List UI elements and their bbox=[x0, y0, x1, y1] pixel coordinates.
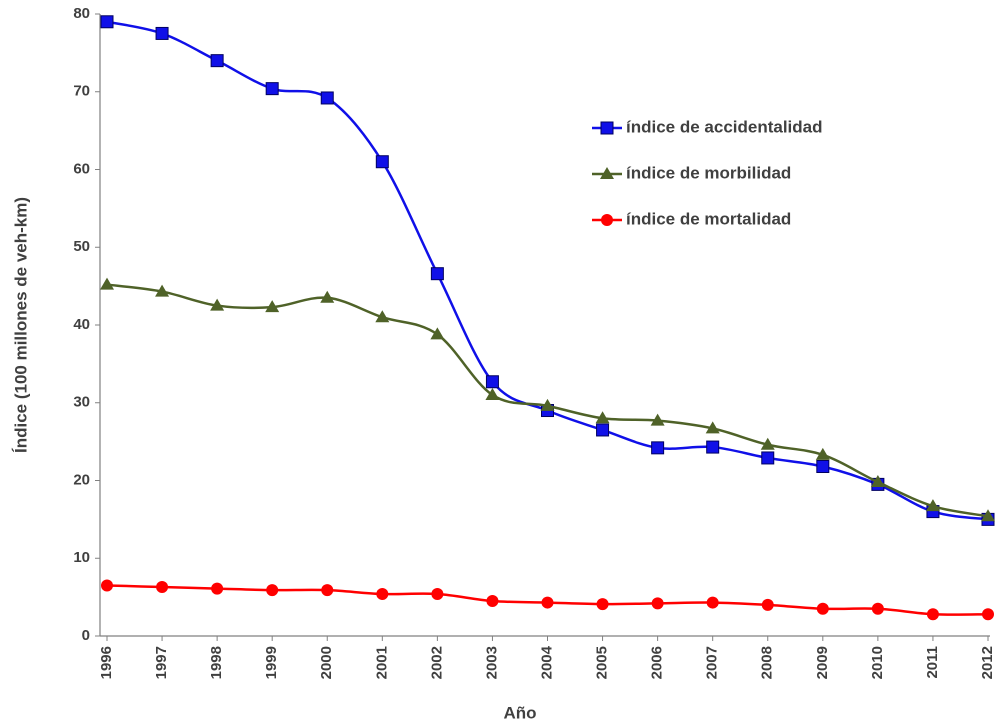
y-tick-label: 70 bbox=[73, 83, 90, 100]
data-point bbox=[431, 588, 444, 601]
legend-text: índice de accidentalidad bbox=[626, 117, 823, 136]
x-tick-label: 1997 bbox=[153, 646, 170, 679]
data-point bbox=[100, 15, 114, 29]
x-axis-title: Año bbox=[503, 703, 536, 722]
x-tick-label: 2006 bbox=[649, 646, 666, 679]
legend-marker bbox=[600, 167, 614, 179]
y-tick-label: 60 bbox=[73, 160, 90, 177]
x-tick-label: 2008 bbox=[759, 646, 776, 679]
data-point bbox=[375, 310, 390, 323]
y-tick-label: 0 bbox=[82, 627, 90, 644]
x-tick-label: 1998 bbox=[208, 646, 225, 679]
data-point bbox=[925, 499, 940, 512]
x-tick-label: 2012 bbox=[979, 646, 995, 679]
series-line bbox=[106, 20, 989, 521]
data-point bbox=[540, 398, 555, 411]
data-point bbox=[156, 581, 169, 594]
data-point bbox=[706, 440, 720, 454]
data-point bbox=[485, 375, 499, 389]
legend-text: índice de mortalidad bbox=[626, 209, 791, 228]
data-point bbox=[211, 582, 224, 595]
data-point bbox=[265, 300, 280, 313]
data-point bbox=[541, 596, 554, 609]
data-point bbox=[376, 588, 389, 601]
data-point bbox=[761, 598, 774, 611]
x-tick-label: 2001 bbox=[373, 646, 390, 679]
y-tick-label: 30 bbox=[73, 394, 90, 411]
data-point bbox=[375, 155, 389, 169]
y-axis-title: Índice (100 millones de veh-km) bbox=[11, 197, 30, 453]
x-tick-label: 2004 bbox=[538, 645, 555, 679]
legend-marker bbox=[600, 121, 614, 135]
data-point bbox=[982, 608, 994, 621]
x-tick-label: 2009 bbox=[814, 646, 831, 679]
data-point bbox=[265, 82, 279, 96]
data-point bbox=[651, 597, 664, 610]
data-point bbox=[816, 602, 829, 615]
data-point bbox=[760, 437, 775, 450]
x-tick-label: 2000 bbox=[318, 646, 335, 679]
data-point bbox=[430, 327, 445, 340]
data-point bbox=[155, 26, 169, 40]
y-tick-label: 80 bbox=[73, 5, 90, 22]
data-point bbox=[266, 584, 279, 597]
legend-marker bbox=[601, 214, 613, 226]
x-tick-label: 2002 bbox=[428, 646, 445, 679]
data-point bbox=[651, 441, 665, 455]
data-point bbox=[320, 290, 335, 303]
data-point bbox=[155, 284, 170, 297]
data-point bbox=[981, 509, 995, 522]
y-tick-label: 50 bbox=[73, 238, 90, 255]
data-point bbox=[430, 267, 444, 281]
x-tick-label: 2010 bbox=[869, 646, 886, 679]
data-point bbox=[320, 91, 334, 105]
data-point bbox=[101, 579, 113, 592]
x-tick-label: 2011 bbox=[924, 646, 941, 679]
x-tick-label: 1999 bbox=[263, 646, 280, 679]
x-tick-label: 2007 bbox=[704, 646, 721, 679]
x-tick-label: 1996 bbox=[98, 646, 115, 679]
data-point bbox=[650, 413, 665, 426]
data-point bbox=[926, 608, 939, 621]
data-point bbox=[595, 411, 610, 424]
y-tick-label: 10 bbox=[73, 549, 90, 566]
legend-text: índice de morbilidad bbox=[626, 163, 791, 182]
data-point bbox=[870, 475, 885, 488]
y-tick-label: 40 bbox=[73, 316, 90, 333]
data-point bbox=[706, 596, 719, 609]
data-point bbox=[210, 54, 224, 68]
data-point bbox=[596, 598, 609, 611]
data-point bbox=[100, 277, 114, 290]
data-point bbox=[761, 451, 775, 465]
x-tick-label: 2005 bbox=[594, 646, 611, 679]
data-point bbox=[871, 602, 884, 615]
data-point bbox=[321, 584, 334, 597]
data-point bbox=[705, 421, 720, 434]
x-tick-label: 2003 bbox=[483, 646, 500, 679]
data-point bbox=[816, 460, 830, 474]
data-point bbox=[596, 423, 610, 437]
data-point bbox=[210, 298, 225, 311]
y-tick-label: 20 bbox=[73, 471, 90, 488]
data-point bbox=[485, 387, 500, 400]
data-point bbox=[486, 595, 499, 608]
data-point bbox=[815, 447, 830, 460]
